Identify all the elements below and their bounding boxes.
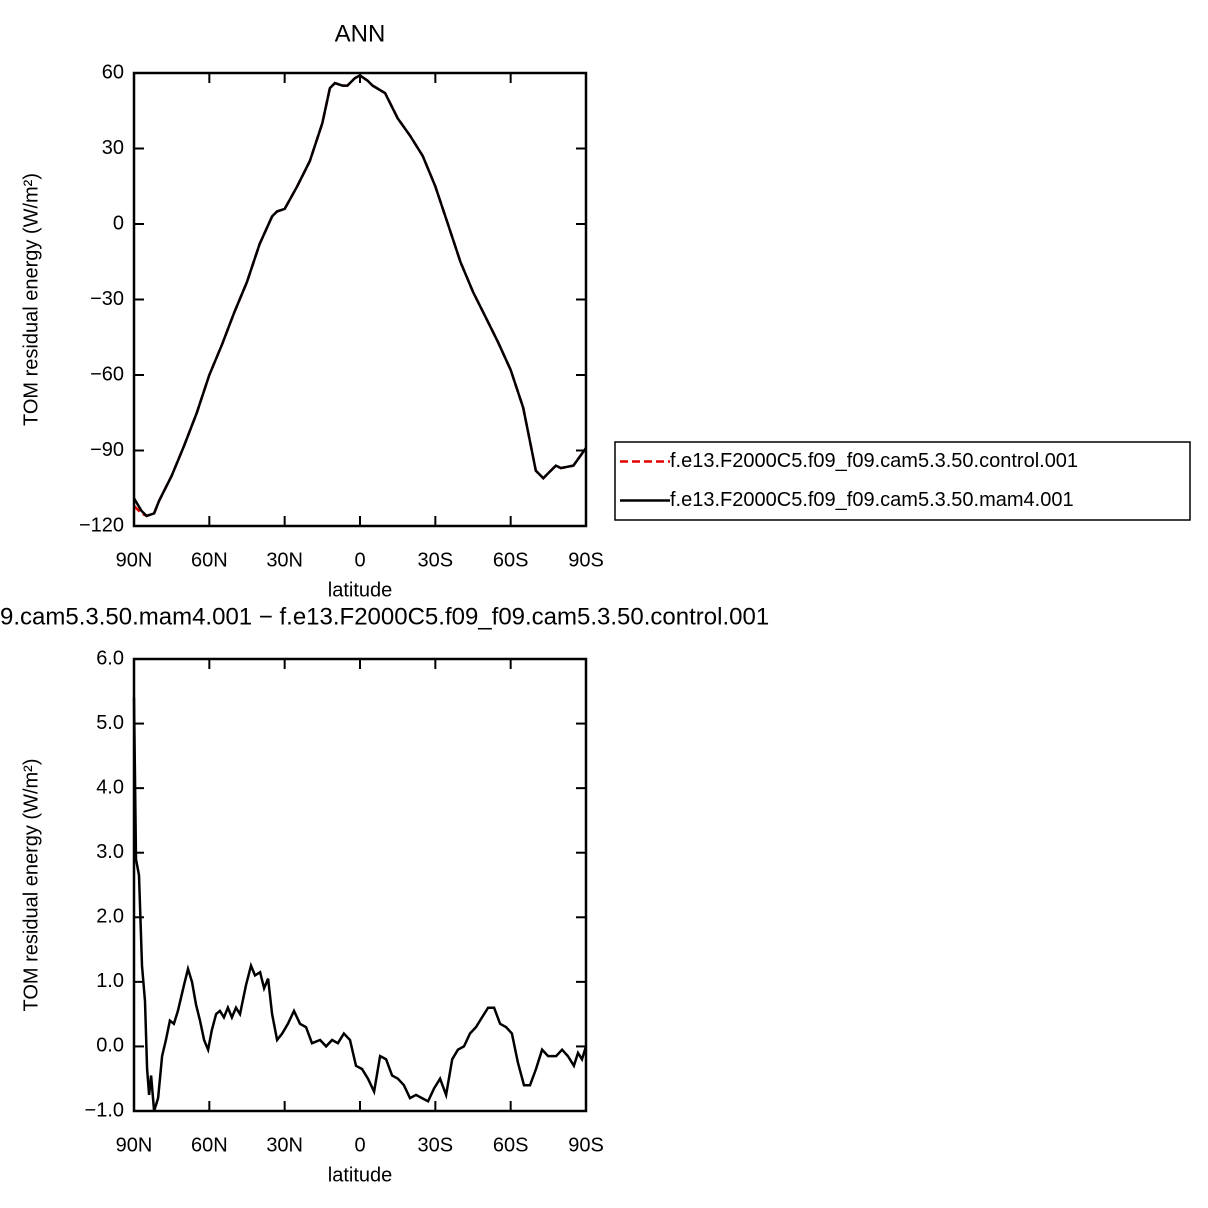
y-tick-label: 3.0 [96,841,124,863]
y-axis-label: TOM residual energy (W/m²) [20,173,42,426]
y-axis-label: TOM residual energy (W/m²) [20,758,42,1011]
x-tick-label: 0 [354,549,365,571]
chart-title: ANN [335,20,386,47]
x-tick-label: 0 [354,1134,365,1156]
x-tick-label: 30N [266,1134,303,1156]
x-axis-label: latitude [328,1164,393,1186]
data-line [132,74,588,518]
x-tick-label: 30S [418,549,454,571]
data-line [133,74,588,518]
y-tick-label: −1.0 [85,1099,124,1121]
x-tick-label: 90N [116,549,153,571]
y-tick-label: 4.0 [96,776,124,798]
y-tick-label: −90 [90,439,124,461]
y-tick-label: 0.0 [96,1035,124,1057]
x-tick-label: 90S [568,1134,604,1156]
y-tick-label: −120 [79,514,124,536]
y-tick-label: −30 [90,288,124,310]
data-line [132,697,588,1112]
y-tick-label: 2.0 [96,906,124,928]
y-tick-label: 1.0 [96,970,124,992]
x-tick-label: 60N [191,1134,228,1156]
y-tick-label: 30 [102,137,124,159]
y-tick-label: 5.0 [96,712,124,734]
plot-frame [132,657,588,1113]
x-tick-label: 90N [116,1134,153,1156]
x-tick-label: 30S [418,1134,454,1156]
x-tick-label: 90S [568,549,604,571]
y-tick-label: 60 [102,61,124,83]
x-tick-label: 60S [493,1134,529,1156]
legend-label: f.e13.F2000C5.f09_f09.cam5.3.50.mam4.001 [670,489,1074,511]
x-axis-label: latitude [328,579,393,601]
y-tick-label: 0 [113,212,124,234]
x-tick-label: 60S [493,549,529,571]
y-tick-label: −60 [90,363,124,385]
x-tick-label: 60N [191,549,228,571]
legend-label: f.e13.F2000C5.f09_f09.cam5.3.50.control.… [670,450,1078,472]
y-tick-label: 6.0 [96,647,124,669]
x-tick-label: 30N [266,549,303,571]
plot-frame [132,71,588,528]
legend-box [614,441,1191,521]
chart-title: 9.cam5.3.50.mam4.001 − f.e13.F2000C5.f09… [0,603,769,630]
